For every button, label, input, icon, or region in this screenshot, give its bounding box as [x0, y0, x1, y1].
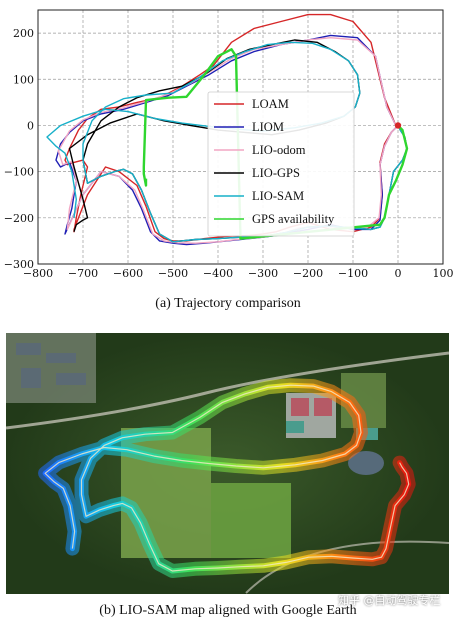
start-point-marker	[394, 122, 402, 129]
legend-label: GPS availability	[252, 212, 335, 226]
y-tick-label: 0	[27, 119, 34, 132]
legend-label: LIO-SAM	[252, 189, 304, 203]
trajectory-path	[44, 384, 410, 572]
legend-label: LIOM	[252, 120, 284, 134]
x-tick-label: −400	[203, 267, 233, 280]
tick-labels: −800 −700 −600 −500 −400 −300 −200 −100 0 100 −300…	[4, 27, 454, 280]
y-tick-label: 200	[13, 27, 34, 40]
point-cloud-trajectory	[38, 378, 416, 578]
x-tick-label: 100	[433, 267, 454, 280]
series-line-gps-availability	[142, 48, 409, 240]
x-tick-label: −600	[113, 267, 143, 280]
caption-a: (a) Trajectory comparison	[155, 296, 301, 311]
legend-label: LIO-odom	[252, 143, 306, 157]
x-tick-label: −500	[158, 267, 188, 280]
x-tick-label: −800	[23, 267, 53, 280]
y-tick-label: 100	[13, 73, 34, 86]
x-tick-label: −700	[68, 267, 98, 280]
satellite-map	[6, 333, 449, 594]
y-tick-label: −300	[4, 258, 34, 271]
plot-frame	[37, 9, 444, 265]
trajectory-chart: −800 −700 −600 −500 −400 −300 −200 −100 0 100 −300…	[4, 9, 454, 280]
y-tick-label: −200	[4, 212, 34, 225]
legend-label: LOAM	[252, 97, 289, 111]
legend-label: LIO-GPS	[252, 166, 300, 180]
x-tick-label: −200	[293, 267, 323, 280]
legend-box	[207, 91, 355, 237]
legend: LOAM LIOM LIO-odom LIO-GPS LIO-SAM GPS availa…	[207, 91, 355, 237]
watermark: 知乎 @自动驾驶专栏	[338, 594, 441, 607]
x-tick-label: 0	[395, 267, 402, 280]
caption-b: (b) LIO-SAM map aligned with Google Eart…	[99, 603, 357, 618]
y-tick-label: −100	[4, 166, 34, 179]
x-tick-label: −300	[248, 267, 278, 280]
x-tick-label: −100	[338, 267, 368, 280]
